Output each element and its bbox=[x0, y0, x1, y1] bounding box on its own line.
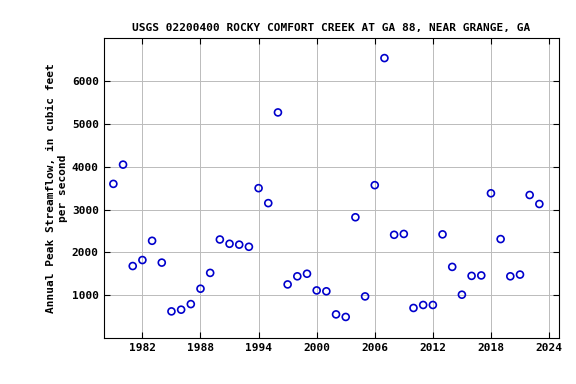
Point bbox=[361, 293, 370, 300]
Point bbox=[312, 287, 321, 293]
Point bbox=[351, 214, 360, 220]
Point bbox=[477, 272, 486, 278]
Point bbox=[254, 185, 263, 191]
Point bbox=[293, 273, 302, 280]
Point bbox=[419, 302, 428, 308]
Point bbox=[225, 241, 234, 247]
Point bbox=[302, 271, 312, 277]
Title: USGS 02200400 ROCKY COMFORT CREEK AT GA 88, NEAR GRANGE, GA: USGS 02200400 ROCKY COMFORT CREEK AT GA … bbox=[132, 23, 530, 33]
Point bbox=[341, 314, 350, 320]
Point bbox=[274, 109, 283, 116]
Point bbox=[535, 201, 544, 207]
Point bbox=[467, 273, 476, 279]
Point bbox=[234, 242, 244, 248]
Point bbox=[516, 271, 525, 278]
Point bbox=[196, 286, 205, 292]
Point bbox=[389, 232, 399, 238]
Point bbox=[399, 231, 408, 237]
Point bbox=[331, 311, 340, 318]
Point bbox=[457, 291, 467, 298]
Point bbox=[264, 200, 273, 206]
Point bbox=[448, 264, 457, 270]
Point bbox=[525, 192, 535, 198]
Point bbox=[109, 181, 118, 187]
Point bbox=[138, 257, 147, 263]
Point bbox=[186, 301, 195, 307]
Point bbox=[486, 190, 495, 196]
Point bbox=[244, 244, 253, 250]
Point bbox=[128, 263, 137, 269]
Point bbox=[380, 55, 389, 61]
Point bbox=[119, 162, 128, 168]
Point bbox=[428, 302, 437, 308]
Point bbox=[322, 288, 331, 295]
Y-axis label: Annual Peak Streamflow, in cubic feet
per second: Annual Peak Streamflow, in cubic feet pe… bbox=[46, 63, 67, 313]
Point bbox=[409, 305, 418, 311]
Point bbox=[370, 182, 380, 188]
Point bbox=[206, 270, 215, 276]
Point bbox=[167, 308, 176, 314]
Point bbox=[496, 236, 505, 242]
Point bbox=[506, 273, 515, 280]
Point bbox=[215, 237, 225, 243]
Point bbox=[438, 231, 447, 237]
Point bbox=[283, 281, 292, 288]
Point bbox=[176, 306, 185, 313]
Point bbox=[147, 238, 157, 244]
Point bbox=[157, 260, 166, 266]
